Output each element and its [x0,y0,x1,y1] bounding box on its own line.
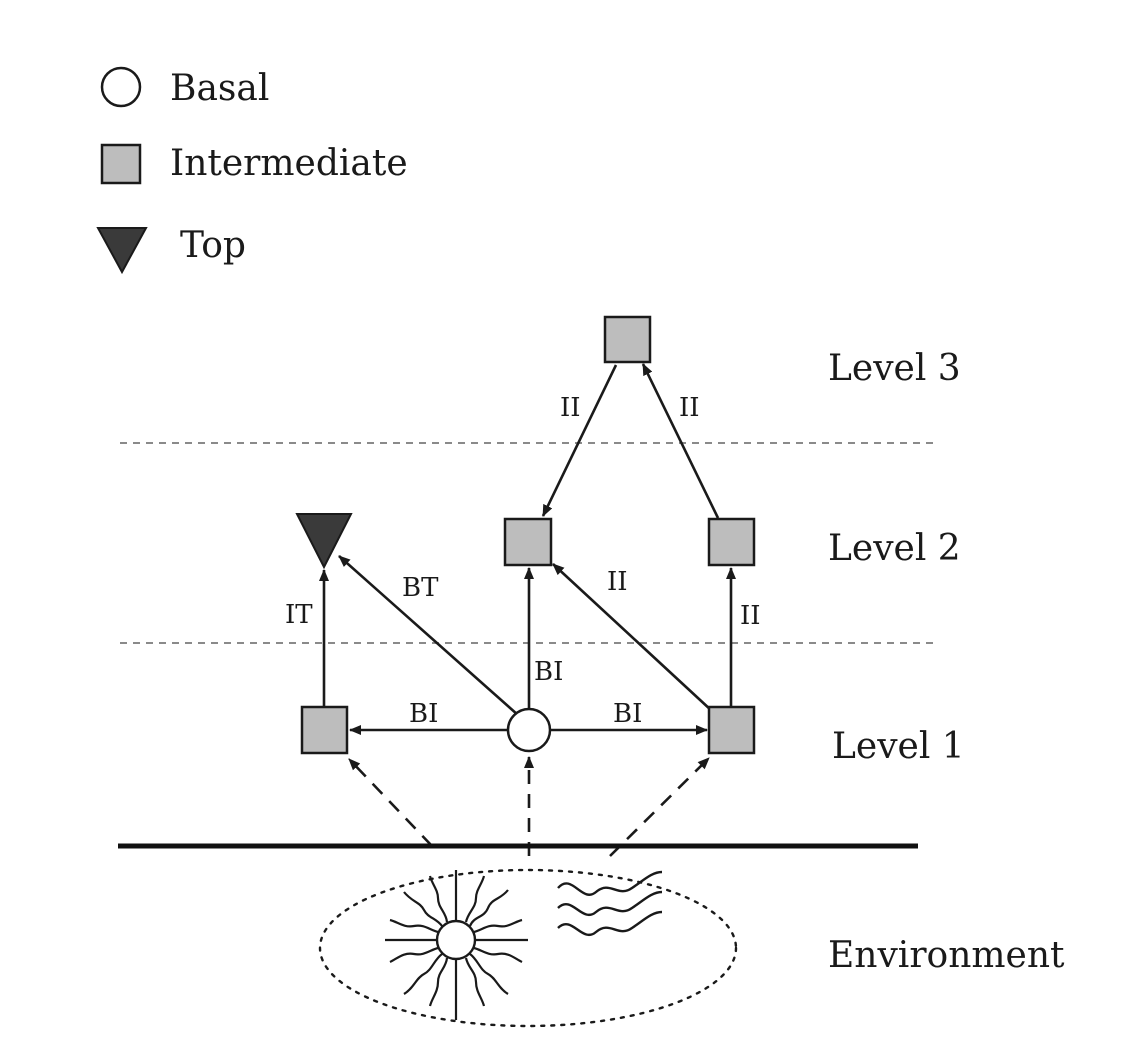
environment-label: Environment [828,935,1065,976]
edge-basal-to-top [338,555,519,716]
node-level1-basal [506,707,552,753]
env-to-l1-left [348,758,433,847]
edge-label-it: IT [285,600,313,630]
environment-links [348,756,710,857]
environment-ellipse [318,868,738,1028]
edge-l2-right-to-l3 [641,363,720,519]
level-3-label: Level 3 [828,348,961,389]
edge-label-bi-left: BI [409,699,438,729]
edge-label-ii-mid: II [607,567,628,597]
water-waves-icon [557,870,663,936]
trophic-links [319,363,736,735]
node-level1-intermediate-right [707,705,756,755]
legend-intermediate-label: Intermediate [170,143,408,184]
edge-label-ii-l3-right: II [679,393,700,423]
edge-l3-to-l2-middle [541,364,618,517]
edge-label-ii-right: II [740,601,761,631]
nodes [295,315,756,755]
node-level2-intermediate-right [707,517,756,567]
edge-label-ii-l3-left: II [560,393,581,423]
legend-basal-label: Basal [170,68,269,109]
env-to-l1-right [609,757,710,857]
node-level1-intermediate-left [300,705,349,755]
sun-icon [385,870,528,1020]
node-level3-intermediate [603,315,652,364]
node-level2-top-predator [295,513,353,570]
legend-top-icon [96,227,148,275]
edge-l1-right-to-l2-middle [552,563,713,712]
legend-basal-icon [100,66,142,108]
level-2-label: Level 2 [828,528,961,569]
edge-label-bi-right: BI [613,699,642,729]
node-level2-intermediate-middle [503,517,553,567]
edge-label-bt: BT [402,573,439,603]
edge-label-bi-up: BI [534,657,563,687]
level-1-label: Level 1 [832,726,965,767]
legend: Basal Intermediate Top [96,66,408,275]
legend-intermediate-icon [100,143,142,185]
legend-top-label: Top [180,225,246,266]
